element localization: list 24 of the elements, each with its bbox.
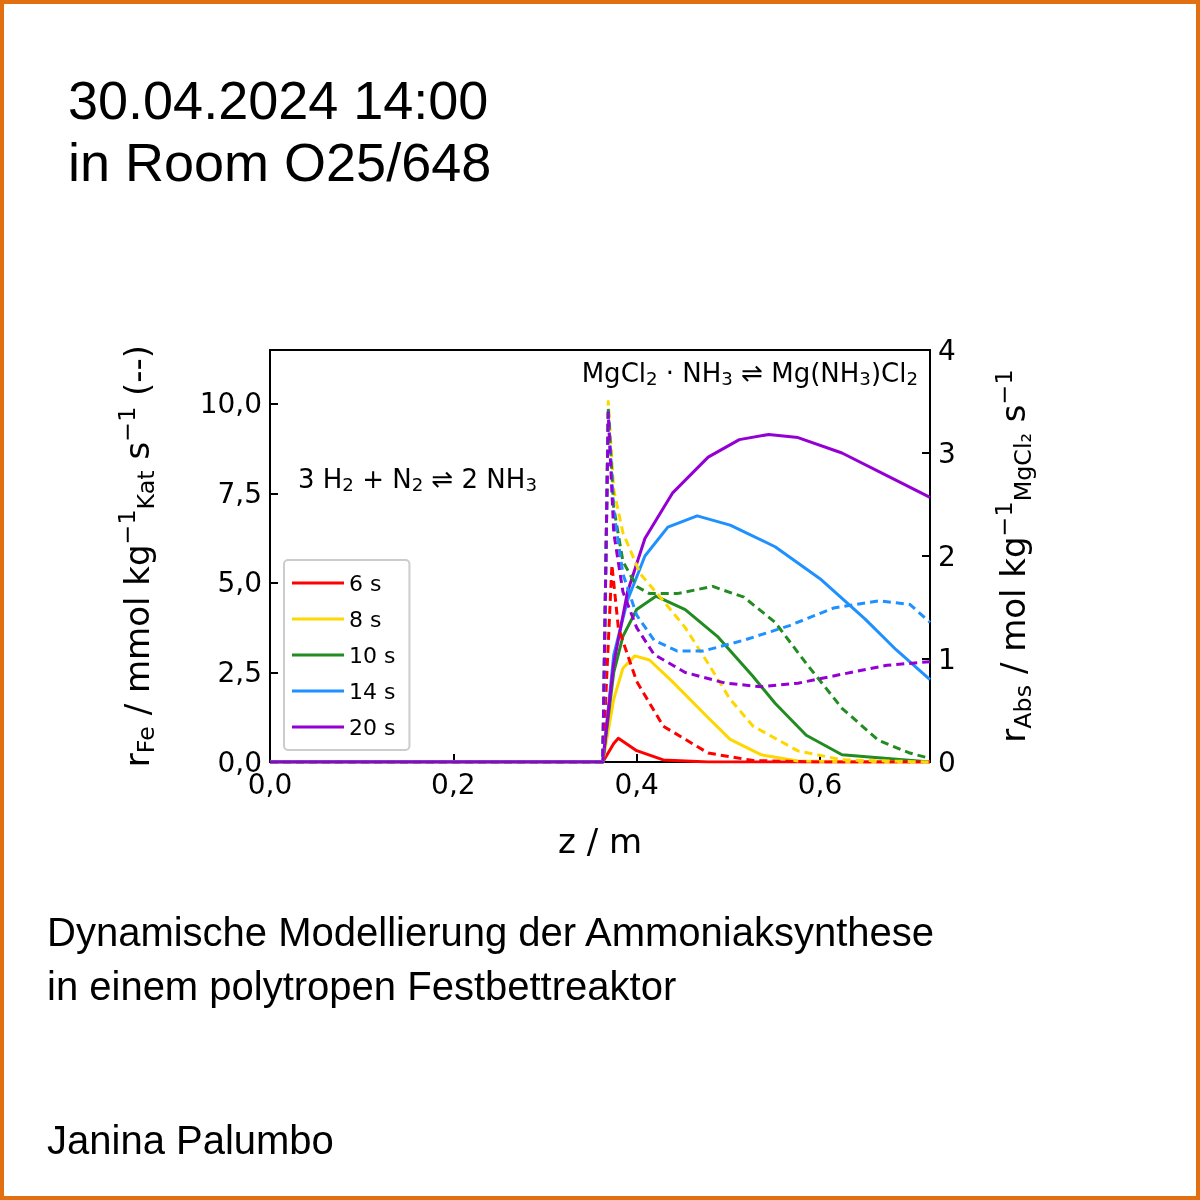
- chart-subtitle: in Room O25/648: [68, 131, 492, 194]
- y2-tick-label: 4: [938, 333, 956, 367]
- x-tick-label: 0,2: [431, 767, 476, 801]
- y2-tick-label: 1: [938, 642, 956, 676]
- legend-label: 6 s: [349, 570, 382, 596]
- y2-tick-label: 0: [938, 745, 956, 779]
- y2-tick-label: 3: [938, 436, 956, 470]
- y2-tick-label: 2: [938, 539, 956, 573]
- x-tick-label: 0,6: [797, 767, 843, 801]
- legend-label: 8 s: [349, 606, 382, 632]
- x-axis-title: z / m: [557, 821, 643, 861]
- legend-label: 20 s: [349, 714, 396, 740]
- y-tick-label: 5,0: [217, 566, 262, 600]
- text: Dynamische Modellierung der Ammoniaksynthese in einem polytropen Festbettreaktor: [47, 909, 935, 1010]
- y2-axis-title: rAbs / mol kg−1MgCl₂ s−1: [990, 369, 1037, 743]
- text: Janina Palumbo: [47, 1118, 334, 1163]
- x-tick-label: 0,4: [614, 767, 659, 801]
- y-tick-label: 7,5: [217, 476, 262, 510]
- y-axis-title: rFe / mmol kg−1Kat s−1 (--): [113, 344, 160, 768]
- y-tick-label: 10,0: [199, 387, 262, 421]
- legend-label: 10 s: [349, 642, 396, 668]
- y-tick-label: 2,5: [217, 655, 262, 689]
- legend-label: 14 s: [349, 678, 396, 704]
- chart-title: 30.04.2024 14:00: [68, 69, 489, 132]
